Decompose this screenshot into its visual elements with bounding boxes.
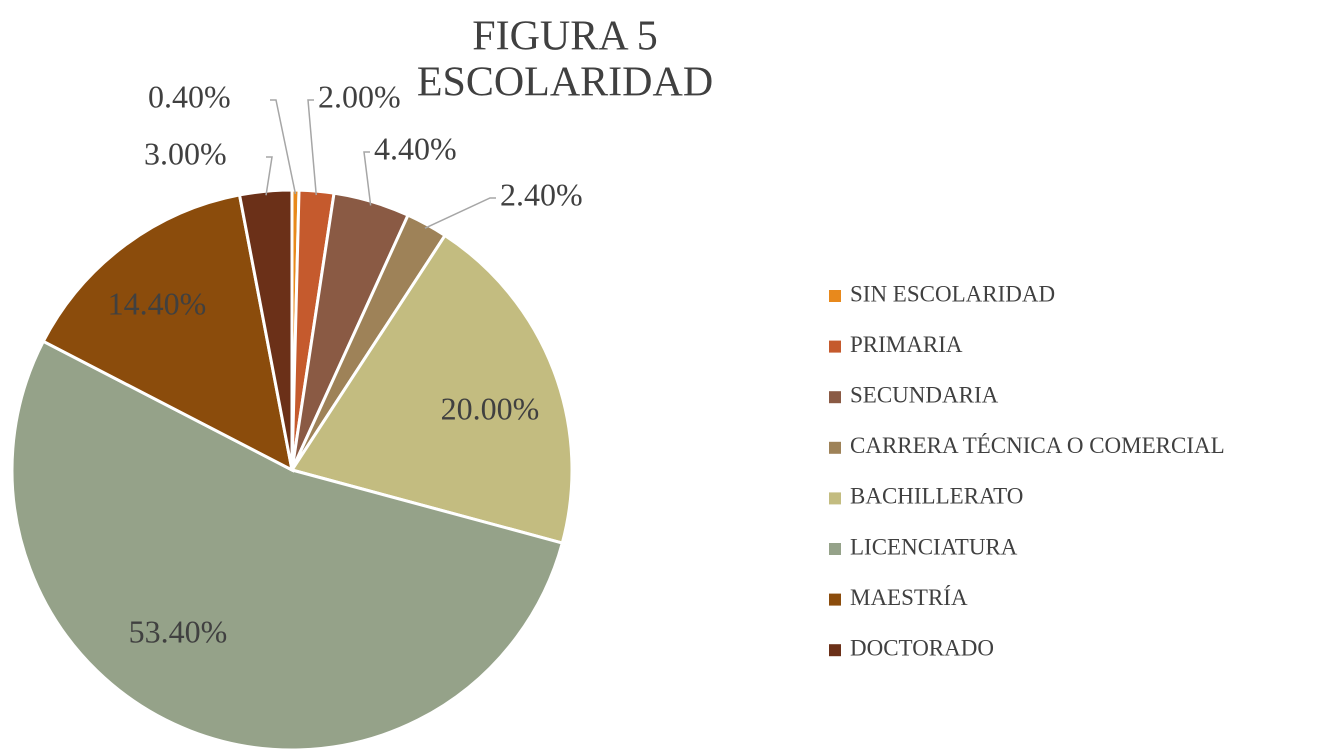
pie-slice <box>237 188 294 471</box>
legend-label: CARRERA TÉCNICA O COMERCIAL <box>850 433 1225 458</box>
legend-label: MAESTRÍA <box>850 585 968 610</box>
data-label: 2.00% <box>318 78 401 114</box>
data-label: 4.40% <box>374 130 457 166</box>
data-label: 20.00% <box>441 390 540 426</box>
data-label: 14.40% <box>108 285 207 321</box>
leader-line <box>424 197 496 229</box>
legend-swatch <box>829 391 841 404</box>
legend-label: SIN ESCOLARIDAD <box>850 281 1055 306</box>
legend-swatch <box>829 644 841 657</box>
pie-slice <box>289 233 574 545</box>
legend-swatch <box>829 340 841 353</box>
legend-label: BACHILLERATO <box>850 484 1023 509</box>
leader-line <box>265 156 273 196</box>
legend-swatch <box>829 492 841 505</box>
data-label: 2.40% <box>500 176 583 212</box>
pie-slice <box>41 193 295 473</box>
legend-label: LICENCIATURA <box>850 534 1018 559</box>
chart-title: FIGURA 5 <box>472 14 658 60</box>
data-label: 53.40% <box>129 613 228 649</box>
legend-swatch <box>829 290 841 302</box>
legend-swatch <box>829 593 841 606</box>
legend-swatch <box>829 441 841 454</box>
legend-label: PRIMARIA <box>850 332 963 357</box>
leader-line <box>270 99 297 195</box>
pie-slice <box>10 339 565 750</box>
legend-label: SECUNDARIA <box>850 382 999 407</box>
legend-label: DOCTORADO <box>850 635 994 660</box>
chart-title: ESCOLARIDAD <box>417 60 713 106</box>
leader-line <box>307 99 317 196</box>
legend-swatch <box>829 543 841 555</box>
leader-line <box>363 151 372 206</box>
data-label: 3.00% <box>144 135 227 171</box>
data-label: 0.40% <box>148 78 231 114</box>
